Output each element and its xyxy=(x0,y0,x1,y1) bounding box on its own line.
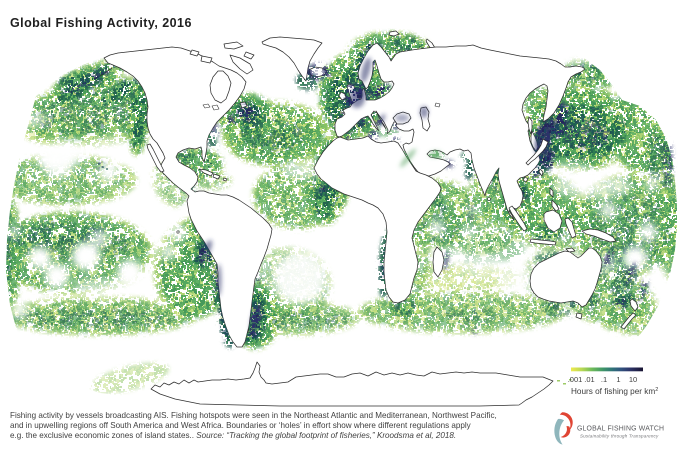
svg-text:.1: .1 xyxy=(601,375,607,384)
svg-text:Sustainability through Transpa: Sustainability through Transparency xyxy=(580,434,659,439)
svg-text:.001: .001 xyxy=(568,375,583,384)
svg-text:GLOBAL FISHING WATCH: GLOBAL FISHING WATCH xyxy=(577,426,664,433)
svg-text:1: 1 xyxy=(616,375,620,384)
svg-text:Hours of fishing per km2: Hours of fishing per km2 xyxy=(571,387,658,396)
svg-text:.01: .01 xyxy=(584,375,594,384)
svg-text:10: 10 xyxy=(629,375,637,384)
